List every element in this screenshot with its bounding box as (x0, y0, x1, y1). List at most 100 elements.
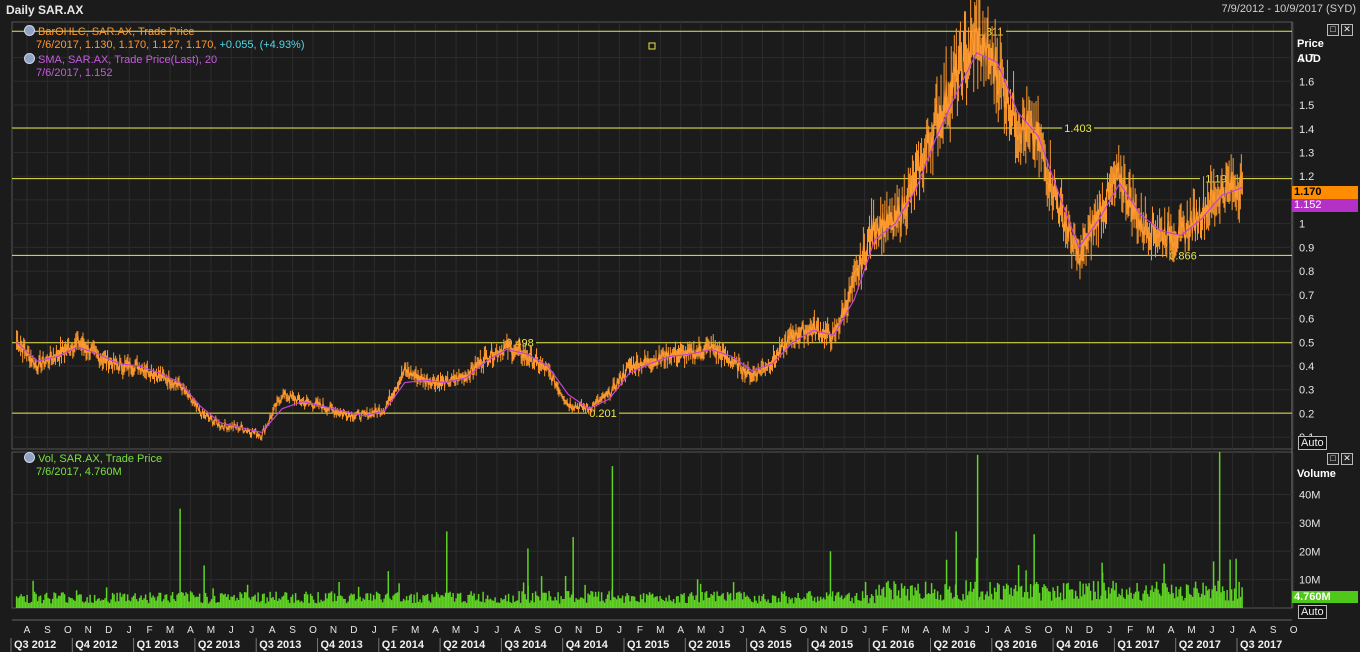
quarter-tick-label: Q1 2016 (872, 639, 914, 651)
quarter-tick-label: Q2 2013 (198, 639, 240, 651)
quarter-tick-label: Q3 2015 (750, 639, 792, 651)
legend-bar-values: 7/6/2017, 1.130, 1.170, 1.127, 1.170, +0… (36, 39, 305, 51)
month-tick-label: S (1270, 625, 1277, 636)
date-range: 7/9/2012 - 10/9/2017 (SYD) (1221, 3, 1356, 15)
month-tick-label: M (697, 625, 705, 636)
close-panel-icon[interactable]: ✕ (1341, 453, 1353, 465)
month-tick-label: J (862, 625, 867, 636)
quarter-tick-label: Q4 2013 (321, 639, 363, 651)
legend-bar-ohlc: 7/6/2017, 1.130, 1.170, 1.127, 1.170, (36, 39, 217, 51)
quarter-tick-label: Q1 2013 (137, 639, 179, 651)
volume-auto-scale-button[interactable]: Auto (1298, 605, 1327, 619)
last-sma-tag: 1.152 (1292, 199, 1358, 212)
month-tick-label: F (882, 625, 888, 636)
quarter-tick-label: Q4 2016 (1056, 639, 1098, 651)
month-tick-label: O (1045, 625, 1053, 636)
price-series-line (16, 26, 1243, 440)
month-tick-label: F (1127, 625, 1133, 636)
price-tick-label: 0.2 (1299, 408, 1314, 420)
quarter-tick-label: Q4 2015 (811, 639, 853, 651)
month-tick-label: S (534, 625, 541, 636)
quarter-tick-label: Q3 2014 (504, 639, 547, 651)
month-tick-label: J (1107, 625, 1112, 636)
price-axis-title: Price (1297, 38, 1324, 50)
volume-tick-label: 20M (1299, 546, 1320, 558)
close-panel-icon[interactable]: ✕ (1341, 24, 1353, 36)
quarter-tick-label: Q1 2017 (1117, 639, 1159, 651)
month-tick-label: J (617, 625, 622, 636)
price-tick-label: 0.9 (1299, 242, 1314, 254)
month-tick-label: N (575, 625, 582, 636)
legend-sma-values: 7/6/2017, 1.152 (36, 67, 113, 79)
month-tick-label: S (289, 625, 296, 636)
price-tick-label: 1.4 (1299, 124, 1314, 136)
month-tick-label: J (964, 625, 969, 636)
volume-tick-label: 40M (1299, 490, 1320, 502)
price-tick-label: 1.6 (1299, 76, 1314, 88)
month-tick-label: N (1065, 625, 1072, 636)
month-tick-label: S (44, 625, 51, 636)
price-axis-unit: AUD (1297, 53, 1321, 65)
month-tick-label: A (432, 625, 439, 636)
quarter-tick-label: Q2 2017 (1179, 639, 1221, 651)
month-tick-label: J (1209, 625, 1214, 636)
month-tick-label: D (1086, 625, 1093, 636)
price-auto-scale-button[interactable]: Auto (1298, 436, 1327, 450)
month-tick-label: A (677, 625, 684, 636)
price-tick-label: 0.7 (1299, 290, 1314, 302)
month-tick-label: O (64, 625, 72, 636)
last-price-tag: 1.170 (1292, 186, 1358, 199)
month-tick-label: M (901, 625, 909, 636)
price-tick-label: 1.3 (1299, 147, 1314, 159)
legend-volume-label: Vol, SAR.AX, Trade Price (38, 453, 163, 465)
legend-sma-label: SMA, SAR.AX, Trade Price(Last), 20 (38, 54, 218, 66)
reference-label-bg (1062, 122, 1094, 135)
month-tick-label: O (799, 625, 807, 636)
legend-bar-change: +0.055, (+4.93%) (219, 39, 305, 51)
price-tick-label: 0.8 (1299, 266, 1314, 278)
price-tick-label: 1 (1299, 219, 1305, 231)
quarter-tick-label: Q3 2012 (14, 639, 56, 651)
reference-line-label: 0.201 (589, 408, 617, 420)
month-tick-label: D (595, 625, 602, 636)
month-tick-label: M (411, 625, 419, 636)
price-tick-label: 1.7 (1299, 53, 1314, 65)
month-tick-label: N (330, 625, 337, 636)
month-tick-label: A (923, 625, 930, 636)
quarter-tick-label: Q3 2017 (1240, 639, 1282, 651)
month-tick-label: A (187, 625, 194, 636)
month-tick-label: O (309, 625, 317, 636)
month-tick-label: J (474, 625, 479, 636)
legend-volume-values: 7/6/2017, 4.760M (36, 466, 122, 478)
month-tick-label: M (166, 625, 174, 636)
series-settings-icon[interactable] (24, 53, 35, 64)
price-tick-label: 0.6 (1299, 314, 1314, 326)
legend-bar-label: BarOHLC, SAR.AX, Trade Price (38, 26, 195, 38)
price-tick-label: 1.5 (1299, 100, 1314, 112)
quarter-tick-label: Q1 2014 (382, 639, 425, 651)
month-tick-label: D (105, 625, 112, 636)
volume-plot-area (11, 451, 1293, 609)
month-tick-label: N (85, 625, 92, 636)
volume-tick-label: 10M (1299, 575, 1320, 587)
month-tick-label: F (147, 625, 153, 636)
maximize-panel-icon[interactable]: □ (1327, 24, 1339, 36)
reference-line-label: 1.811 (977, 26, 1004, 38)
legend-bar-series[interactable]: BarOHLC, SAR.AX, Trade Price (24, 25, 195, 38)
month-tick-label: F (392, 625, 398, 636)
month-tick-label: M (1187, 625, 1195, 636)
month-tick-label: J (127, 625, 132, 636)
last-volume-tag: 4.760M (1292, 591, 1358, 603)
legend-volume-series[interactable]: Vol, SAR.AX, Trade Price (24, 452, 162, 465)
month-tick-label: J (372, 625, 377, 636)
legend-sma-series[interactable]: SMA, SAR.AX, Trade Price(Last), 20 (24, 53, 217, 66)
series-settings-icon[interactable] (24, 25, 35, 36)
series-settings-icon[interactable] (24, 452, 35, 463)
month-tick-label: J (719, 625, 724, 636)
month-tick-label: M (942, 625, 950, 636)
reference-line-label: 1.19 (1205, 174, 1226, 186)
maximize-panel-icon[interactable]: □ (1327, 453, 1339, 465)
reference-line-label: 1.403 (1064, 123, 1092, 135)
month-tick-label: M (452, 625, 460, 636)
month-tick-label: M (656, 625, 664, 636)
